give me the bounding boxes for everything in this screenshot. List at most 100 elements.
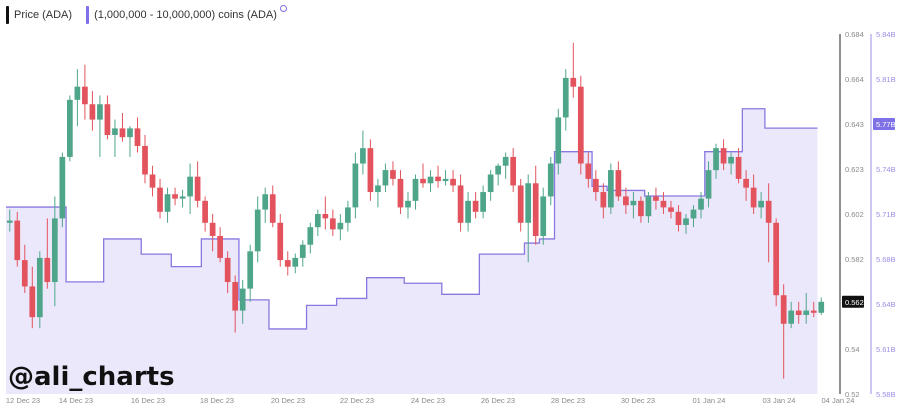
candle-86 bbox=[653, 187, 659, 210]
candle-25 bbox=[194, 161, 201, 208]
holdings-swatch bbox=[86, 6, 90, 24]
legend-item-holdings[interactable]: (1,000,000 - 10,000,000) coins (ADA) bbox=[86, 4, 289, 24]
x-axis-tick-label: 14 Dec 23 bbox=[59, 396, 93, 405]
candle-body bbox=[307, 227, 314, 245]
candle-65 bbox=[495, 163, 502, 186]
x-axis-tick-label: 30 Dec 23 bbox=[621, 396, 655, 405]
candles-layer bbox=[6, 42, 825, 379]
candle-59 bbox=[450, 170, 456, 193]
candle-2 bbox=[21, 244, 28, 294]
holdings-axis-tick-label: 5.81B bbox=[876, 75, 896, 84]
x-axis-tick-label: 16 Dec 23 bbox=[131, 396, 165, 405]
chart-legend: Price (ADA) (1,000,000 - 10,000,000) coi… bbox=[6, 4, 289, 24]
candle-31 bbox=[239, 279, 246, 324]
candle-13 bbox=[104, 95, 111, 140]
candle-47 bbox=[360, 130, 366, 175]
candle-body bbox=[735, 156, 742, 179]
candle-48 bbox=[367, 139, 374, 201]
candle-body bbox=[382, 170, 389, 186]
holdings-area-fill bbox=[6, 108, 818, 395]
price-current-badge: 0.562 bbox=[842, 295, 864, 308]
candle-63 bbox=[480, 185, 486, 219]
holdings-area-layer bbox=[6, 108, 818, 395]
candle-body bbox=[487, 174, 494, 193]
price-axis-tick-label: 0.643 bbox=[845, 120, 864, 129]
candle-23 bbox=[179, 189, 186, 208]
price-badge-label: 0.562 bbox=[845, 298, 864, 307]
candle-76 bbox=[577, 75, 584, 175]
candle-body bbox=[82, 86, 88, 105]
candle-body bbox=[217, 235, 223, 258]
candle-body bbox=[345, 207, 351, 223]
candle-42 bbox=[322, 196, 329, 230]
candle-body bbox=[29, 286, 36, 318]
candle-body bbox=[638, 200, 644, 217]
candle-body bbox=[758, 200, 764, 208]
candle-61 bbox=[465, 192, 471, 232]
price-axis-tick-label: 0.623 bbox=[845, 165, 864, 174]
holdings-axis-tick-label: 5.58B bbox=[876, 390, 896, 399]
candle-26 bbox=[202, 196, 208, 232]
holdings-step-line bbox=[6, 108, 818, 330]
candle-body bbox=[89, 104, 96, 120]
candle-body bbox=[405, 200, 411, 208]
candle-1 bbox=[14, 211, 21, 267]
candle-body bbox=[803, 310, 810, 315]
candle-body bbox=[510, 156, 517, 186]
candle-9 bbox=[74, 69, 81, 127]
candle-body bbox=[547, 163, 554, 197]
candle-body bbox=[750, 187, 757, 208]
candle-108 bbox=[818, 297, 825, 315]
candle-body bbox=[202, 200, 208, 223]
x-axis-tick-label: 26 Dec 23 bbox=[481, 396, 515, 405]
x-axis-tick-label: 20 Dec 23 bbox=[271, 396, 305, 405]
candle-body bbox=[795, 310, 802, 315]
candle-49 bbox=[375, 178, 381, 208]
candle-81 bbox=[615, 161, 622, 201]
legend-item-price[interactable]: Price (ADA) bbox=[6, 6, 72, 24]
legend-price-label: Price (ADA) bbox=[14, 9, 73, 21]
candle-body bbox=[97, 104, 103, 120]
candle-body bbox=[352, 163, 359, 208]
x-axis-tick-label: 04 Jan 24 bbox=[822, 396, 855, 405]
candle-body bbox=[375, 185, 381, 193]
candle-body bbox=[442, 178, 449, 182]
candle-77 bbox=[585, 152, 592, 188]
candle-44 bbox=[337, 214, 344, 241]
candle-56 bbox=[427, 170, 434, 193]
candle-30 bbox=[232, 275, 239, 333]
candle-3 bbox=[29, 266, 36, 329]
candle-body bbox=[592, 178, 599, 193]
candle-84 bbox=[638, 196, 644, 223]
candle-16 bbox=[127, 126, 133, 157]
candle-94 bbox=[713, 143, 719, 179]
candle-body bbox=[112, 128, 118, 135]
axes-layer: 0.684 0.664 0.643 0.623 0.602 0.582 0.562 0.54 0… bbox=[6, 30, 896, 405]
candle-body bbox=[615, 170, 622, 197]
candle-95 bbox=[720, 139, 727, 171]
candle-60 bbox=[457, 174, 464, 232]
candle-body bbox=[773, 222, 780, 296]
candle-body bbox=[562, 77, 569, 118]
candle-body bbox=[525, 183, 532, 223]
candle-body bbox=[164, 194, 171, 212]
candle-106 bbox=[803, 293, 810, 324]
legend-settings-icon[interactable] bbox=[279, 4, 287, 12]
candle-50 bbox=[382, 163, 389, 193]
candle-80 bbox=[608, 163, 614, 214]
candle-8 bbox=[67, 95, 73, 162]
candle-body bbox=[284, 260, 291, 267]
candle-body bbox=[21, 260, 28, 287]
candle-body bbox=[134, 128, 141, 146]
candle-39 bbox=[299, 240, 306, 267]
candle-101 bbox=[765, 183, 772, 263]
candle-57 bbox=[435, 165, 441, 188]
candle-body bbox=[472, 200, 479, 212]
candle-body bbox=[780, 295, 787, 324]
candle-body bbox=[74, 86, 81, 100]
candle-18 bbox=[142, 134, 148, 184]
candle-body bbox=[142, 145, 148, 175]
candle-body bbox=[645, 196, 652, 217]
holdings-axis-tick-label: 5.61B bbox=[876, 345, 896, 354]
candle-body bbox=[127, 128, 133, 138]
